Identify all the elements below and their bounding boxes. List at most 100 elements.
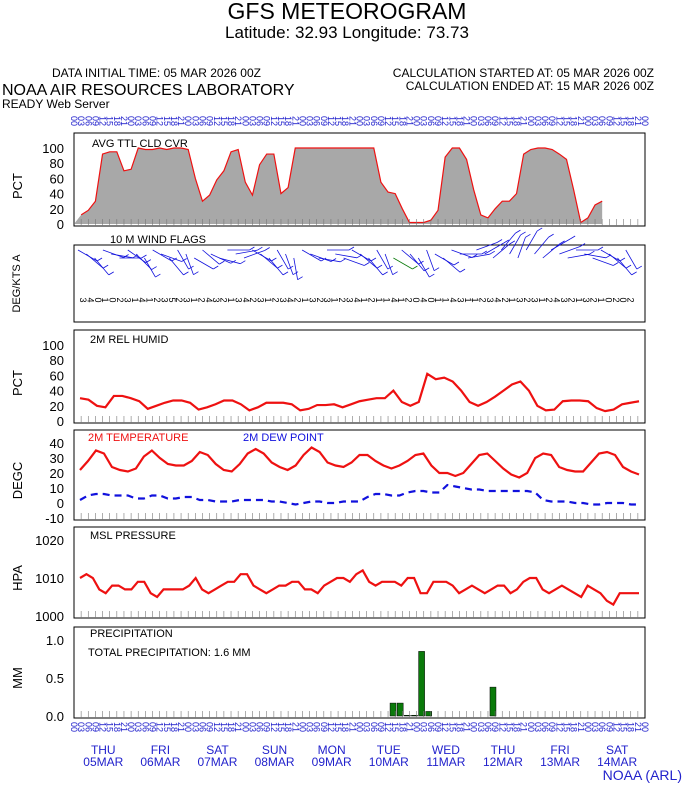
wind-barb-flag (481, 250, 488, 255)
wind-panel-frame (73, 244, 646, 323)
wind-speed-digit: 1 (507, 297, 517, 302)
wind-barb-flag (277, 264, 283, 269)
wind-barb-flag (219, 260, 225, 265)
x-day-label: FRI (550, 743, 569, 757)
x-top-hour-label: 03 (133, 116, 143, 126)
y-tick-label: 100 (42, 141, 64, 156)
humid-series-line (79, 372, 640, 413)
wind-speed-digit: 3 (515, 297, 525, 302)
wind-barb-flag (123, 254, 129, 258)
wind-barb-flag (271, 257, 277, 262)
y-tick-label: 80 (50, 353, 64, 368)
x-hour-label: 21 (119, 722, 129, 732)
wind-speed-digit: 1 (470, 297, 480, 302)
x-hour-label: 03 (76, 722, 86, 732)
x-top-hour-label: 15 (276, 116, 286, 126)
wind-speed-digit: 4 (241, 297, 251, 302)
wind-barb-flag (515, 229, 521, 234)
wind-barb-flag (213, 265, 219, 270)
x-top-hour-label: 18 (512, 116, 522, 126)
x-top-hour-label: 03 (533, 116, 543, 126)
x-top-hour-label: 12 (155, 116, 165, 126)
x-top-hour-label: 09 (547, 116, 557, 126)
x-hour-label: 12 (212, 722, 222, 732)
wind-speed-digit: 1 (300, 297, 310, 302)
x-day-label: SAT (606, 743, 629, 757)
wind-barb-flag (155, 273, 161, 278)
wind-barb-flag (636, 265, 643, 270)
wind-barb (542, 243, 560, 259)
y-tick-label: 1.0 (46, 633, 64, 648)
x-hour-label: 18 (169, 722, 179, 732)
x-hour-label: 15 (219, 722, 229, 732)
x-hour-label: 12 (98, 722, 108, 732)
wind-barb (293, 257, 299, 280)
wind-barb (592, 257, 614, 266)
x-top-hour-label: 03 (590, 116, 600, 126)
y-tick-label: 30 (50, 451, 64, 466)
wind-speed-digit: 1 (130, 297, 140, 302)
wind-speed-digit: 0 (411, 297, 421, 302)
wind-speed-digit: 0 (108, 297, 118, 302)
x-hour-label: 09 (376, 722, 386, 732)
x-top-hour-label: 03 (476, 116, 486, 126)
wind-barb (476, 242, 498, 251)
x-top-hour-label: 21 (404, 116, 414, 126)
x-hour-label: 09 (205, 722, 215, 732)
x-top-hour-label: 00 (183, 116, 193, 126)
wind-speed-digit: 1 (359, 297, 369, 302)
x-top-hour-label: 18 (626, 116, 636, 126)
x-hour-label: 09 (547, 722, 557, 732)
wind-speed-digit: 3 (581, 297, 591, 302)
x-hour-label: 03 (190, 722, 200, 732)
x-top-hour-label: 09 (604, 116, 614, 126)
wind-barb-flag (249, 246, 255, 251)
y-tick-label: 20 (50, 399, 64, 414)
wind-speed-digit: 3 (344, 297, 354, 302)
x-top-hour-label: 18 (454, 116, 464, 126)
x-top-hour-label: 15 (447, 116, 457, 126)
precip-bar (389, 702, 397, 717)
x-hour-label: 21 (233, 722, 243, 732)
x-hour-label: 00 (69, 722, 79, 732)
temp-series-line (79, 483, 639, 506)
x-hour-label: 21 (404, 722, 414, 732)
x-hour-label: 09 (262, 722, 272, 732)
wind-barb-flag (392, 271, 398, 276)
x-top-hour-label: 15 (561, 116, 571, 126)
wind-barb-flag (320, 257, 327, 262)
x-top-hour-label: 00 (469, 116, 479, 126)
x-top-hour-label: 03 (247, 116, 257, 126)
footer-credit: NOAA (ARL) (602, 767, 682, 783)
wind-title: 10 M WIND FLAGS (110, 234, 206, 246)
wind-speed-digit: 1 (330, 297, 340, 302)
cloud-ylabel: PCT (10, 173, 25, 199)
x-day-label: TUE (377, 743, 401, 757)
x-hour-label: 06 (540, 722, 550, 732)
x-hour-label: 12 (269, 722, 279, 732)
x-hour-label: 06 (83, 722, 93, 732)
wind-speed-digit: 2 (293, 297, 303, 302)
wind-barb-flag (559, 240, 565, 245)
x-date-label: 10MAR (369, 755, 409, 769)
y-tick-label: 100 (42, 338, 64, 353)
x-top-hour-label: 06 (426, 116, 436, 126)
wind-speed-digit: 3 (455, 297, 465, 302)
wind-barb (376, 249, 389, 270)
wind-barb (318, 257, 341, 263)
wind-barb (276, 249, 289, 270)
temp-ylabel: DEGC (10, 462, 25, 500)
y-tick-label: 60 (50, 171, 64, 186)
x-hour-label: 21 (519, 722, 529, 732)
wind-barb-flag (625, 264, 632, 269)
precip-total: TOTAL PRECIPITATION: 1.6 MM (88, 647, 251, 659)
wind-barb-flag (569, 235, 576, 240)
x-top-hour-label: 03 (190, 116, 200, 126)
wind-speed-digit: 2 (270, 297, 280, 302)
wind-barb (185, 253, 194, 275)
x-top-hour-label: 00 (412, 116, 422, 126)
wind-barb-flag (297, 276, 303, 281)
wind-barb-flag (108, 271, 114, 276)
wind-barb (401, 249, 419, 265)
x-top-hour-label: 09 (490, 116, 500, 126)
